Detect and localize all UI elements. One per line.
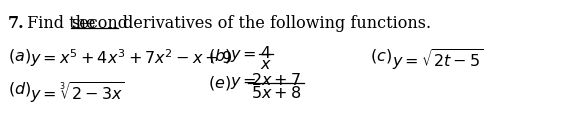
Text: $y =$: $y =$: [230, 73, 257, 90]
Text: $y =$: $y =$: [230, 47, 257, 63]
Text: derivatives of the following functions.: derivatives of the following functions.: [118, 15, 431, 32]
Text: $y = x^5 + 4x^3 + 7x^2 - x + 9$: $y = x^5 + 4x^3 + 7x^2 - x + 9$: [30, 47, 232, 68]
Text: 7.: 7.: [8, 15, 25, 32]
Text: $(b)$: $(b)$: [208, 47, 232, 64]
Text: $y = \sqrt{2t-5}$: $y = \sqrt{2t-5}$: [392, 47, 483, 71]
Text: $(a)$: $(a)$: [8, 47, 31, 64]
Text: $y = \sqrt[3]{2-3x}$: $y = \sqrt[3]{2-3x}$: [30, 79, 125, 104]
Text: $4$: $4$: [260, 45, 271, 61]
Text: $(c)$: $(c)$: [370, 47, 392, 64]
Text: $5x + 8$: $5x + 8$: [251, 84, 301, 101]
Text: $2x + 7$: $2x + 7$: [251, 71, 301, 88]
Text: $(d)$: $(d)$: [8, 79, 31, 97]
Text: second: second: [71, 15, 128, 32]
Text: $(e)$: $(e)$: [208, 73, 231, 91]
Text: $x$: $x$: [260, 56, 272, 72]
Text: Find the: Find the: [22, 15, 101, 32]
